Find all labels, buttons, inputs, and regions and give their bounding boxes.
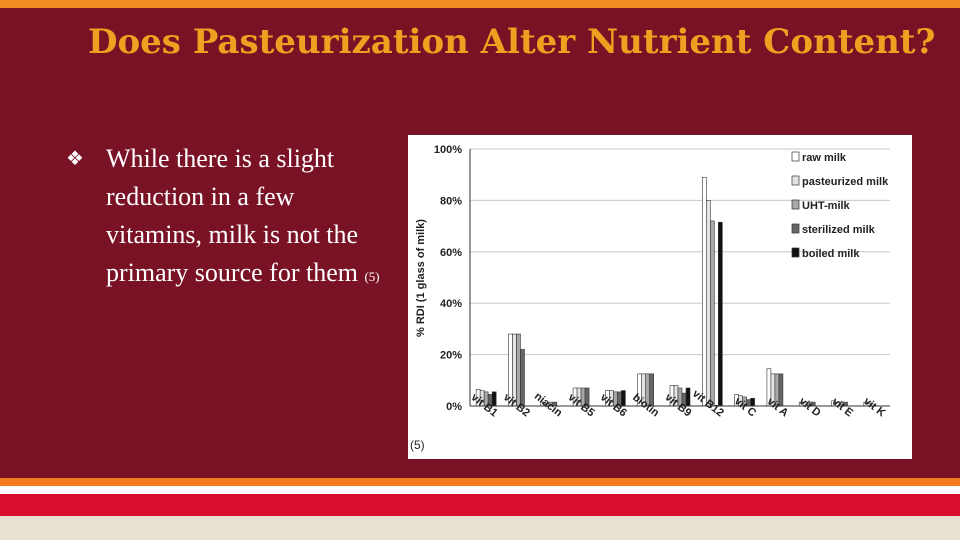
y-tick-label: 60%: [440, 247, 462, 259]
x-tick-label: vit E: [829, 396, 855, 420]
y-tick-label: 20%: [440, 350, 462, 362]
bullet-reference: (5): [364, 269, 380, 284]
bar: [710, 220, 715, 407]
bar: [520, 349, 525, 407]
chart-legend: raw milk pasteurized milk UHT-milk steriliz…: [791, 151, 889, 260]
bar: [516, 333, 521, 407]
bar: [702, 176, 707, 407]
legend-label: raw milk: [802, 152, 847, 164]
chart-source-note: (5): [410, 438, 425, 452]
y-tick-label: 100%: [434, 144, 462, 156]
legend-swatch: [791, 247, 800, 258]
bar: [718, 221, 723, 407]
x-tick-label: niacin: [532, 390, 565, 419]
y-tick-label: 40%: [440, 298, 462, 310]
chart-panel: 0% 20% 40% 60% 80% 100% vit B1 vit B2 niacin vit…: [408, 135, 912, 459]
footer-band-orange: [0, 478, 960, 486]
legend-label: pasteurized milk: [802, 176, 889, 188]
x-tick-label: vit A: [765, 395, 791, 419]
legend-label: UHT-milk: [802, 200, 851, 212]
y-axis-label: % RDI (1 glass of milk): [415, 219, 427, 337]
x-tick-label: vit K: [861, 395, 887, 419]
legend-swatch: [791, 151, 800, 162]
footer-band-cream: [0, 516, 960, 540]
y-tick-label: 80%: [440, 195, 462, 207]
legend-label: boiled milk: [802, 248, 860, 260]
footer-band-red: [0, 494, 960, 516]
bullet-text-block: While there is a slight reduction in a f…: [106, 140, 386, 296]
bullet-text: While there is a slight reduction in a f…: [106, 144, 359, 287]
slide-title: Does Pasteurization Alter Nutrient Conte…: [88, 22, 936, 62]
legend-swatch: [791, 199, 800, 210]
legend-label: sterilized milk: [802, 224, 876, 236]
y-tick-labels: 0% 20% 40% 60% 80% 100%: [434, 144, 462, 413]
y-tick-label: 0%: [446, 401, 462, 413]
bullet-diamond-icon: ❖: [66, 148, 84, 170]
legend-swatch: [791, 175, 800, 186]
x-tick-label: vit D: [797, 395, 823, 419]
legend-swatch: [791, 223, 800, 234]
bar: [706, 200, 711, 407]
chart-axes: [469, 149, 890, 407]
vitamin-rdi-bar-chart: 0%20%40%60%80%100% vit B1 vit B2 niacin vit…: [410, 144, 890, 452]
footer-band-white: [0, 486, 960, 494]
top-accent-bar: [0, 0, 960, 8]
